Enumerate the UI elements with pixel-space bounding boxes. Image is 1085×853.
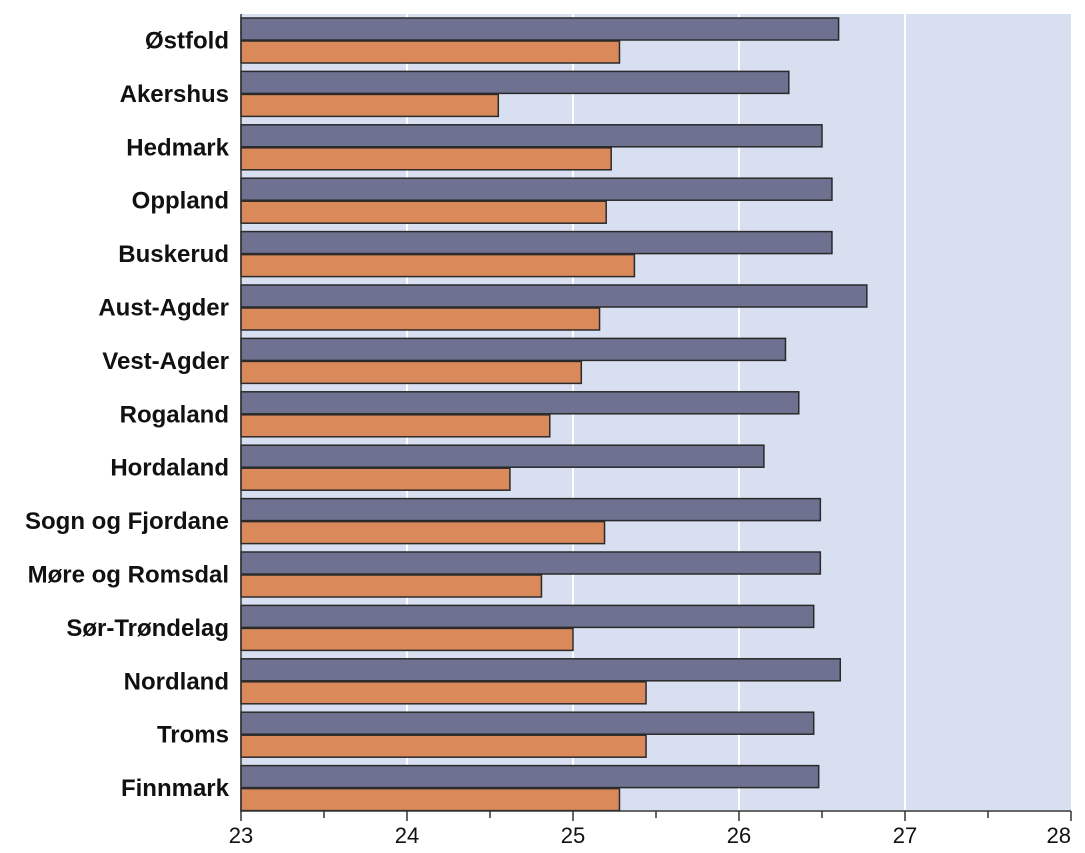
bars [240,17,868,812]
bar-series-2 [240,734,647,758]
category-label: Buskerud [118,241,229,268]
category-label: Sogn og Fjordane [25,508,229,535]
category-label: Oppland [132,188,229,215]
category-label: Finnmark [121,775,230,802]
bar-series-2 [240,147,612,171]
x-axis-ticks: 23 24 25 26 27 28 [229,811,1072,848]
bar-series-2 [240,93,500,118]
x-tick-label: 24 [395,823,419,848]
bar-series-1 [240,177,833,201]
bar-series-2 [240,414,551,438]
bar-series-2 [240,467,511,491]
category-label: Aust-Agder [98,295,229,322]
category-label: Nordland [124,668,229,695]
category-labels: Østfold Akershus Hedmark Oppland Buskerud Aus… [25,28,230,803]
bar-series-1 [240,497,822,522]
bar-series-2 [240,681,647,705]
x-tick-label: 25 [561,823,585,848]
bar-series-1 [240,284,868,308]
category-label: Møre og Romsdal [28,562,229,589]
x-tick-label: 23 [229,823,253,848]
bar-series-1 [240,604,815,629]
bar-series-1 [240,551,822,575]
x-tick-label: 26 [727,823,751,848]
bar-series-1 [240,230,833,255]
bar-series-2 [240,40,621,64]
category-label: Sør-Trøndelag [66,615,229,642]
category-label: Hordaland [110,455,229,482]
bar-series-2 [240,360,583,385]
category-label: Vest-Agder [102,348,229,375]
bar-series-1 [240,124,823,148]
bar-series-2 [240,200,607,224]
bar-series-1 [240,17,840,41]
x-tick-label: 27 [893,823,917,848]
bar-series-1 [240,70,790,95]
category-label: Akershus [120,81,229,108]
bar-series-1 [240,337,787,362]
bar-series-1 [240,658,842,682]
x-tick-label: 28 [1047,823,1071,848]
bar-series-2 [240,627,574,652]
bar-series-2 [240,787,621,812]
bar-series-2 [240,520,606,545]
bar-series-2 [240,253,636,278]
bar-series-1 [240,764,820,789]
bar-series-2 [240,307,601,331]
category-label: Rogaland [120,401,229,428]
category-label: Hedmark [126,134,229,161]
bar-series-1 [240,444,765,468]
bar-series-1 [240,711,815,735]
bar-series-2 [240,574,543,598]
category-label: Østfold [145,28,229,55]
bar-series-1 [240,391,800,415]
category-label: Troms [157,722,229,749]
